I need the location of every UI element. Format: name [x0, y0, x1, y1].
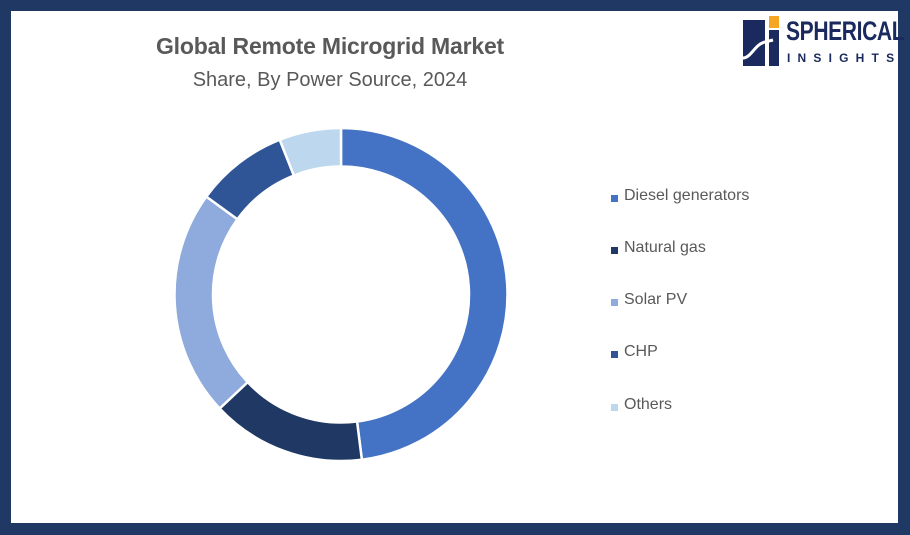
legend-label: CHP	[624, 343, 658, 360]
donut-chart	[173, 126, 509, 463]
spherical-insights-logo: SPHERICAL INSIGHTS	[743, 16, 905, 68]
legend-label: Others	[624, 396, 673, 413]
legend-label: Diesel generators	[624, 187, 750, 204]
logo-name: SPHERICAL	[786, 16, 905, 46]
legend-swatch	[611, 299, 618, 306]
donut-segment-solar-pv	[173, 194, 250, 411]
legend-label: Natural gas	[624, 239, 706, 256]
legend-swatch	[611, 351, 618, 358]
donut-segment-natural-gas	[217, 380, 364, 463]
donut-segment-others	[278, 126, 343, 178]
logo-mark-icon	[743, 16, 779, 66]
chart-subtitle: Share, By Power Source, 2024	[192, 69, 468, 91]
legend-swatch	[611, 195, 618, 202]
legend-swatch	[611, 247, 618, 254]
legend-swatch	[611, 404, 618, 411]
chart-title: Global Remote Microgrid Market	[155, 33, 504, 59]
donut-segment-chp	[204, 138, 296, 222]
donut-segment-diesel-generators	[339, 126, 509, 462]
logo-subtitle: INSIGHTS	[787, 51, 902, 65]
legend-label: Solar PV	[624, 291, 688, 308]
